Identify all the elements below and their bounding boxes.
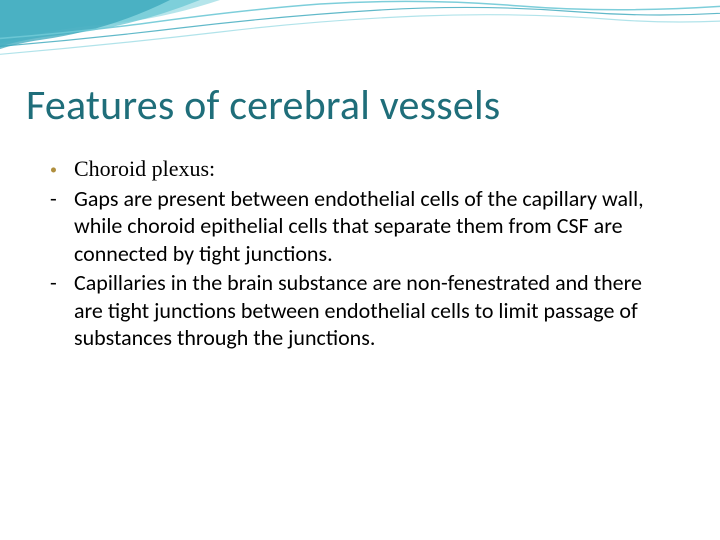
bullet-text: Choroid plexus: xyxy=(74,155,215,183)
bullet-item: • Choroid plexus: xyxy=(50,155,670,183)
slide-title: Features of cerebral vessels xyxy=(26,80,500,131)
bullet-text: Gaps are present between endothelial cel… xyxy=(74,185,670,268)
bullet-item: - Gaps are present between endothelial c… xyxy=(50,185,670,268)
wave-svg xyxy=(0,0,720,70)
wave-decoration xyxy=(0,0,720,70)
bullet-item: - Capillaries in the brain substance are… xyxy=(50,269,670,352)
bullet-text: Capillaries in the brain substance are n… xyxy=(74,269,670,352)
bullet-marker-dash: - xyxy=(50,269,74,297)
content-area: • Choroid plexus: - Gaps are present bet… xyxy=(50,155,670,354)
slide-title-text: Features of cerebral vessels xyxy=(26,80,500,131)
bullet-marker-disc: • xyxy=(50,155,74,179)
bullet-marker-dash: - xyxy=(50,185,74,213)
